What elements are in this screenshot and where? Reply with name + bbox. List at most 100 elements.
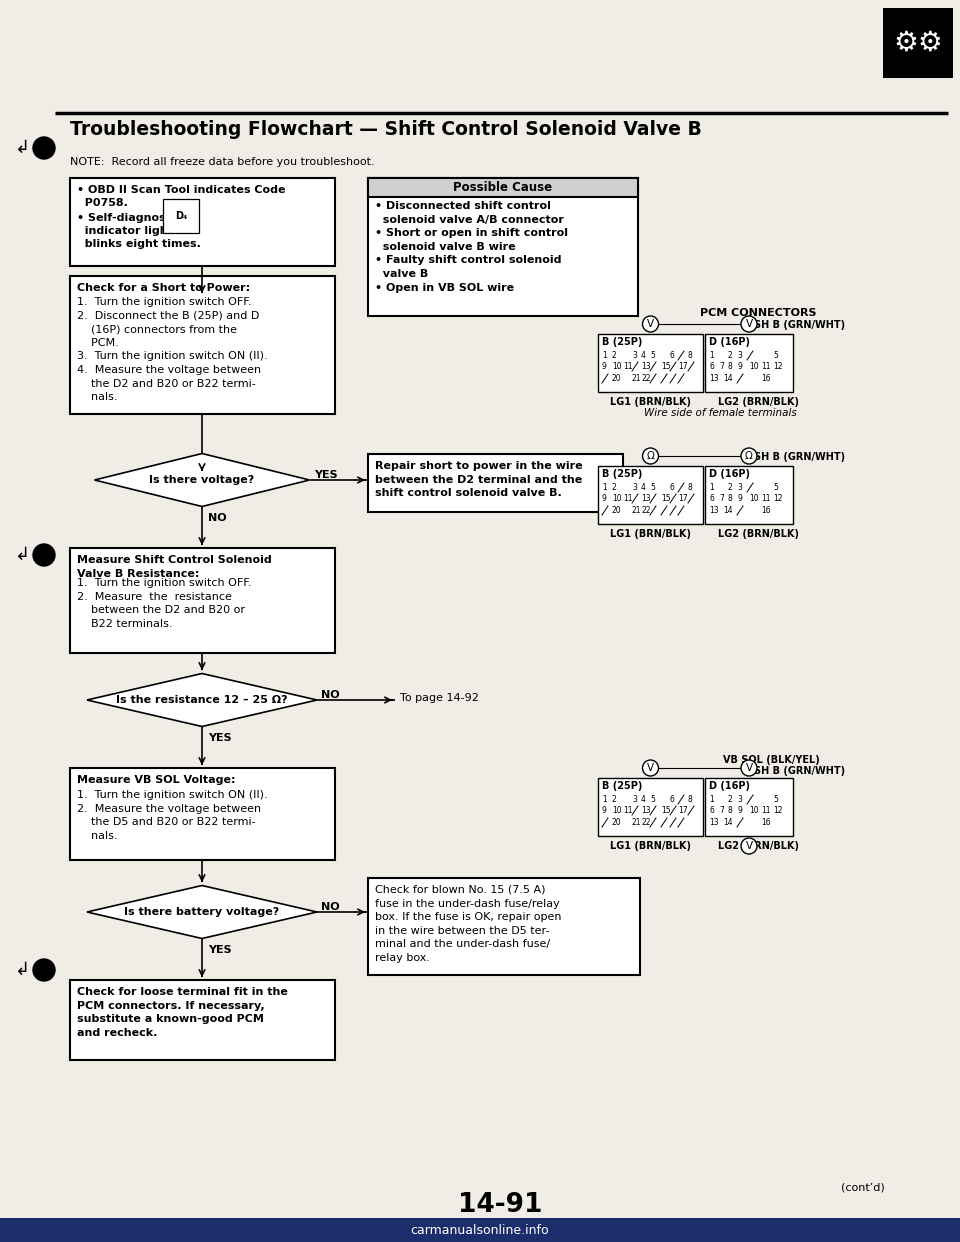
Text: (cont’d): (cont’d): [841, 1182, 885, 1192]
Text: 2: 2: [727, 351, 732, 360]
Text: 11: 11: [623, 806, 633, 815]
Text: 20: 20: [612, 374, 622, 383]
Text: PCM CONNECTORS: PCM CONNECTORS: [700, 308, 817, 318]
Circle shape: [33, 959, 55, 981]
Text: 6: 6: [709, 806, 714, 815]
Text: 4: 4: [641, 795, 646, 804]
Text: 6: 6: [670, 483, 675, 492]
FancyBboxPatch shape: [705, 777, 793, 836]
Text: 1: 1: [709, 351, 713, 360]
Text: V: V: [745, 319, 753, 329]
Text: D (16P): D (16P): [709, 781, 750, 791]
Text: 10: 10: [749, 361, 758, 371]
Text: 5: 5: [773, 795, 778, 804]
Text: Wire side of female terminals: Wire side of female terminals: [643, 409, 797, 419]
FancyBboxPatch shape: [705, 334, 793, 392]
FancyBboxPatch shape: [368, 878, 640, 975]
Text: 14: 14: [723, 374, 732, 383]
Text: 20: 20: [612, 818, 622, 827]
Circle shape: [741, 448, 757, 465]
Text: 13: 13: [709, 505, 719, 515]
Text: 17: 17: [678, 361, 687, 371]
FancyBboxPatch shape: [0, 1218, 960, 1242]
Text: B (25P): B (25P): [602, 337, 642, 347]
Text: 3: 3: [737, 483, 742, 492]
Text: 9: 9: [737, 806, 742, 815]
Text: SH B (GRN/WHT): SH B (GRN/WHT): [755, 452, 846, 462]
Text: • OBD II Scan Tool indicates Code: • OBD II Scan Tool indicates Code: [77, 185, 285, 195]
Text: SH B (GRN/WHT): SH B (GRN/WHT): [755, 766, 846, 776]
Text: 8: 8: [688, 351, 693, 360]
FancyBboxPatch shape: [70, 548, 335, 653]
Text: 10: 10: [749, 806, 758, 815]
Text: 14: 14: [723, 818, 732, 827]
Text: 20: 20: [612, 505, 622, 515]
Text: 12: 12: [773, 806, 782, 815]
Text: 11: 11: [623, 494, 633, 503]
Text: 11: 11: [761, 806, 771, 815]
Text: SH B (GRN/WHT): SH B (GRN/WHT): [755, 320, 846, 330]
Text: Is there battery voltage?: Is there battery voltage?: [125, 907, 279, 917]
Text: 2: 2: [612, 351, 616, 360]
Text: 15: 15: [661, 806, 671, 815]
Text: NO: NO: [208, 513, 227, 523]
Text: 17: 17: [678, 806, 687, 815]
Text: 12: 12: [773, 361, 782, 371]
Text: 6: 6: [709, 361, 714, 371]
Text: 8: 8: [727, 361, 732, 371]
Text: 10: 10: [612, 361, 622, 371]
Text: 2: 2: [612, 795, 616, 804]
Text: D (16P): D (16P): [709, 337, 750, 347]
Text: 7: 7: [719, 361, 724, 371]
Text: 17: 17: [678, 494, 687, 503]
Text: 22: 22: [641, 505, 651, 515]
Text: 14: 14: [723, 505, 732, 515]
Text: 3: 3: [632, 351, 636, 360]
Text: 13: 13: [709, 818, 719, 827]
Text: 16: 16: [761, 505, 771, 515]
Text: Measure Shift Control Solenoid
Valve B Resistance:: Measure Shift Control Solenoid Valve B R…: [77, 555, 272, 579]
Text: 4: 4: [641, 351, 646, 360]
Text: 3: 3: [737, 795, 742, 804]
Polygon shape: [87, 886, 317, 939]
Text: 12: 12: [773, 494, 782, 503]
Text: B (25P): B (25P): [602, 469, 642, 479]
Text: YES: YES: [314, 469, 338, 479]
Text: 2: 2: [727, 795, 732, 804]
Circle shape: [741, 838, 757, 854]
Text: D (16P): D (16P): [709, 469, 750, 479]
Text: To page 14-92: To page 14-92: [400, 693, 479, 703]
Text: 16: 16: [761, 374, 771, 383]
Text: 11: 11: [623, 361, 633, 371]
Polygon shape: [94, 453, 309, 507]
Text: 1: 1: [602, 795, 607, 804]
FancyBboxPatch shape: [883, 7, 953, 78]
Circle shape: [642, 448, 659, 465]
Text: 9: 9: [602, 806, 607, 815]
Text: YES: YES: [208, 945, 231, 955]
Text: 1: 1: [602, 351, 607, 360]
Text: • Disconnected shift control
  solenoid valve A/B connector
• Short or open in s: • Disconnected shift control solenoid va…: [375, 201, 568, 293]
Text: Check for a Short to Power:: Check for a Short to Power:: [77, 283, 251, 293]
Text: 13: 13: [709, 374, 719, 383]
Text: ↲: ↲: [14, 546, 30, 564]
Circle shape: [642, 760, 659, 776]
Text: Ω: Ω: [647, 451, 655, 461]
FancyBboxPatch shape: [70, 980, 335, 1059]
Text: D₄: D₄: [175, 211, 187, 221]
Text: 15: 15: [661, 494, 671, 503]
Text: Ω: Ω: [745, 451, 753, 461]
Circle shape: [33, 137, 55, 159]
Text: B (25P): B (25P): [602, 781, 642, 791]
Text: blinks eight times.: blinks eight times.: [77, 238, 201, 248]
Text: 5: 5: [650, 351, 655, 360]
Text: 6: 6: [709, 494, 714, 503]
Text: YES: YES: [208, 733, 231, 743]
Text: 16: 16: [761, 818, 771, 827]
Text: 3: 3: [632, 795, 636, 804]
Text: 8: 8: [688, 795, 693, 804]
Text: LG2 (BRN/BLK): LG2 (BRN/BLK): [717, 397, 799, 407]
FancyBboxPatch shape: [598, 777, 703, 836]
Text: LG1 (BRN/BLK): LG1 (BRN/BLK): [610, 397, 690, 407]
Text: ⚙⚙: ⚙⚙: [893, 29, 943, 57]
